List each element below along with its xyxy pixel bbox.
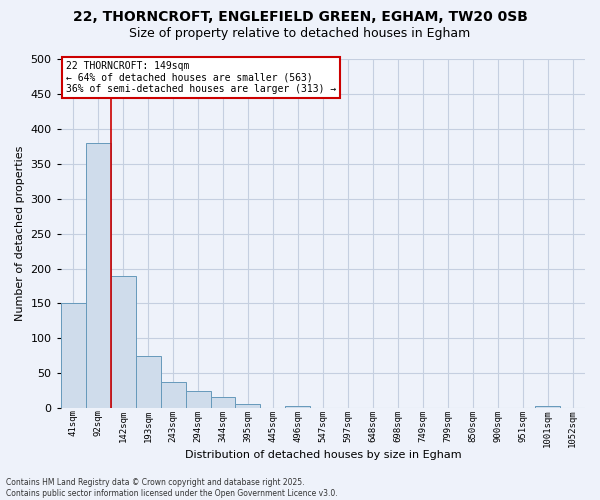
Bar — [161, 382, 185, 408]
Bar — [86, 143, 110, 408]
Bar — [211, 397, 235, 408]
Y-axis label: Number of detached properties: Number of detached properties — [15, 146, 25, 322]
Bar — [61, 304, 86, 408]
Text: Size of property relative to detached houses in Egham: Size of property relative to detached ho… — [130, 28, 470, 40]
Bar — [110, 276, 136, 408]
Bar — [286, 406, 310, 408]
Bar — [136, 356, 161, 408]
Text: 22, THORNCROFT, ENGLEFIELD GREEN, EGHAM, TW20 0SB: 22, THORNCROFT, ENGLEFIELD GREEN, EGHAM,… — [73, 10, 527, 24]
Bar — [535, 406, 560, 408]
Bar — [185, 390, 211, 408]
Bar — [235, 404, 260, 408]
Text: Contains HM Land Registry data © Crown copyright and database right 2025.
Contai: Contains HM Land Registry data © Crown c… — [6, 478, 338, 498]
X-axis label: Distribution of detached houses by size in Egham: Distribution of detached houses by size … — [185, 450, 461, 460]
Text: 22 THORNCROFT: 149sqm
← 64% of detached houses are smaller (563)
36% of semi-det: 22 THORNCROFT: 149sqm ← 64% of detached … — [66, 60, 336, 94]
